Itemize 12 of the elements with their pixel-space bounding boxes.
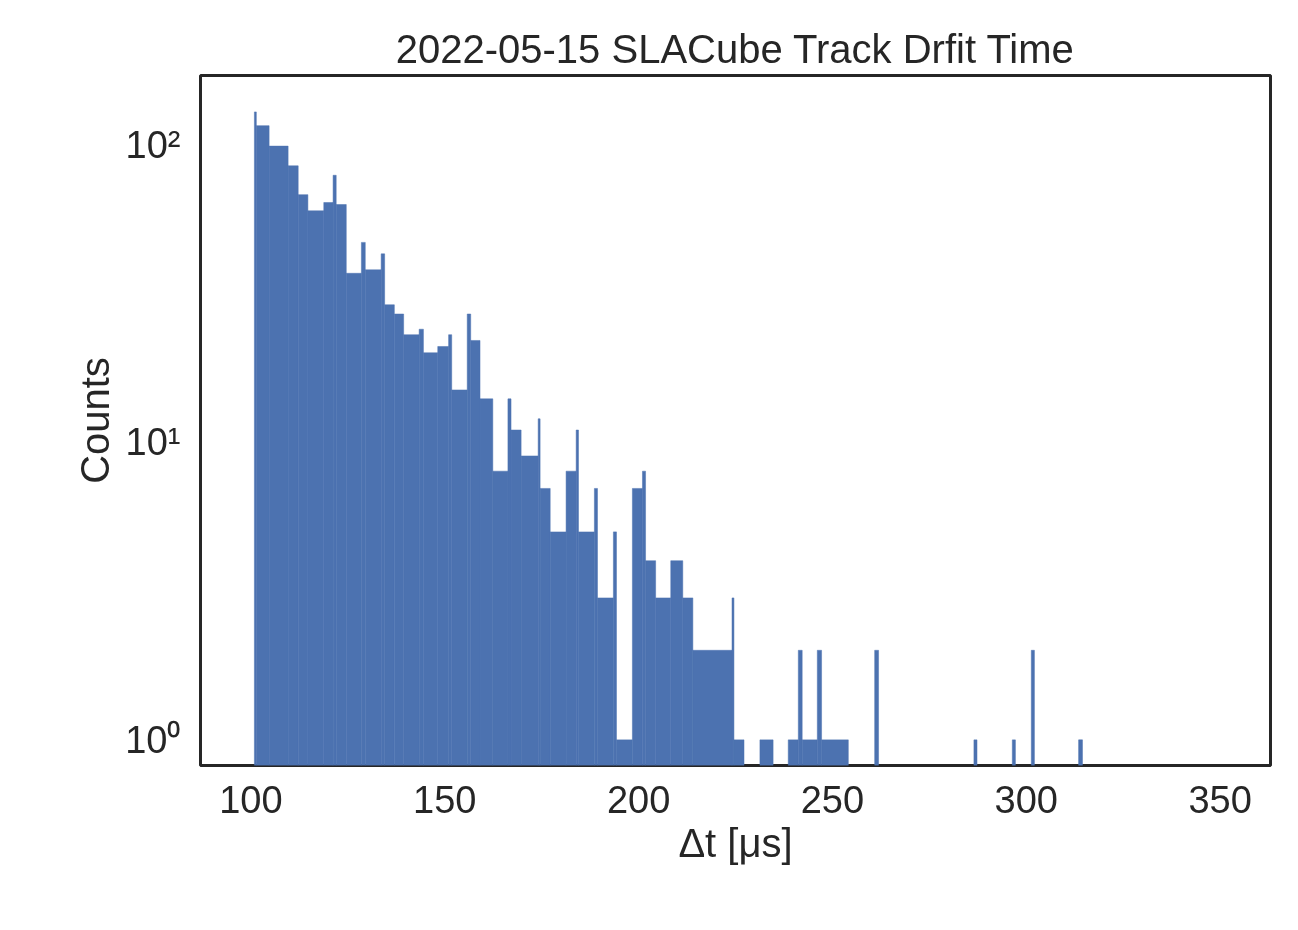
x-tick-label: 150: [413, 778, 477, 821]
y-axis-title: Counts: [73, 357, 118, 484]
y-tick-label: 10²: [125, 123, 181, 166]
x-tick-label: 300: [994, 778, 1058, 821]
x-tick-label: 200: [606, 778, 671, 821]
x-tick-label: 100: [219, 778, 283, 821]
chart-title: 2022-05-15 SLACube Track Drfit Time: [395, 26, 1074, 71]
y-tick-label: 10⁰: [125, 718, 181, 761]
y-tick-label: 10¹: [125, 421, 181, 464]
x-tick-label: 350: [1188, 778, 1252, 821]
x-tick-label: 250: [800, 778, 865, 821]
x-axis-title: Δt [μs]: [678, 820, 793, 865]
